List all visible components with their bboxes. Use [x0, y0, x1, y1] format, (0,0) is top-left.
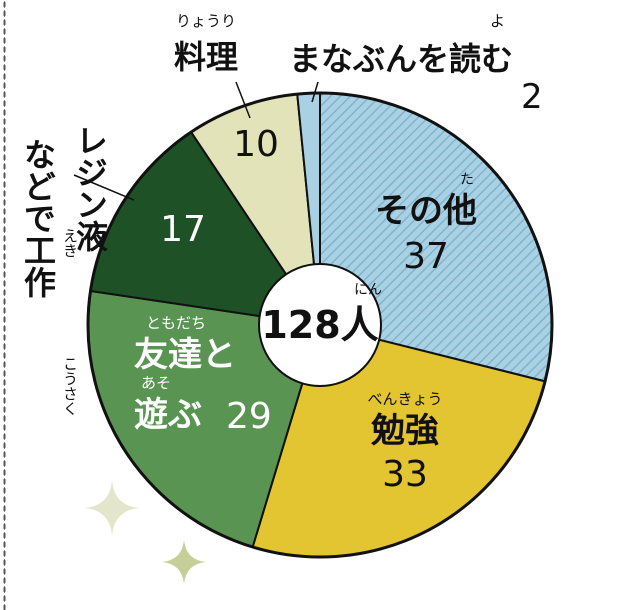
benkyo-value: 33 — [382, 454, 428, 495]
benkyo-ruby: べんきょう — [367, 390, 442, 408]
center-hole — [258, 263, 382, 387]
sparkle-large-decoration — [84, 480, 140, 536]
resin-ruby-eki: えき — [61, 228, 79, 258]
asobu-ruby: あそ — [141, 374, 171, 392]
tomo-value: 29 — [226, 396, 272, 437]
ryori-ruby: りょうり — [176, 12, 236, 30]
tomodachi-label: 友達と — [134, 335, 236, 375]
edge-dots-decoration — [3, 0, 6, 610]
ryori-label: 料理 — [174, 38, 238, 76]
center-ruby: にん — [354, 282, 382, 298]
ryori-value: 10 — [233, 124, 279, 165]
manabun-label: まなぶんを読む — [289, 40, 513, 78]
leader-line-ryori — [235, 81, 251, 119]
sparkle-small-decoration — [162, 540, 206, 584]
leader-line-resin — [73, 174, 135, 201]
benkyo-label: 勉強 — [371, 411, 439, 451]
asobu-label: 遊ぶ — [134, 395, 202, 435]
resin-ruby-kousaku: こうさく — [61, 356, 79, 416]
sonota-value: 37 — [403, 236, 449, 277]
manabun-value: 2 — [521, 77, 543, 117]
tomodachi-ruby: ともだち — [146, 314, 206, 332]
resin-value: 17 — [160, 209, 206, 250]
resin-label-line1: レジン液 — [71, 124, 109, 252]
leader-line-manabun — [311, 81, 319, 103]
sonota-label: その他 — [375, 191, 477, 231]
resin-label-line2: などで工作 — [19, 138, 57, 298]
center-total: 128人 — [261, 303, 378, 347]
sonota-ruby: た — [460, 172, 474, 188]
pie-outline — [86, 91, 554, 559]
manabun-ruby: よ — [490, 12, 505, 30]
